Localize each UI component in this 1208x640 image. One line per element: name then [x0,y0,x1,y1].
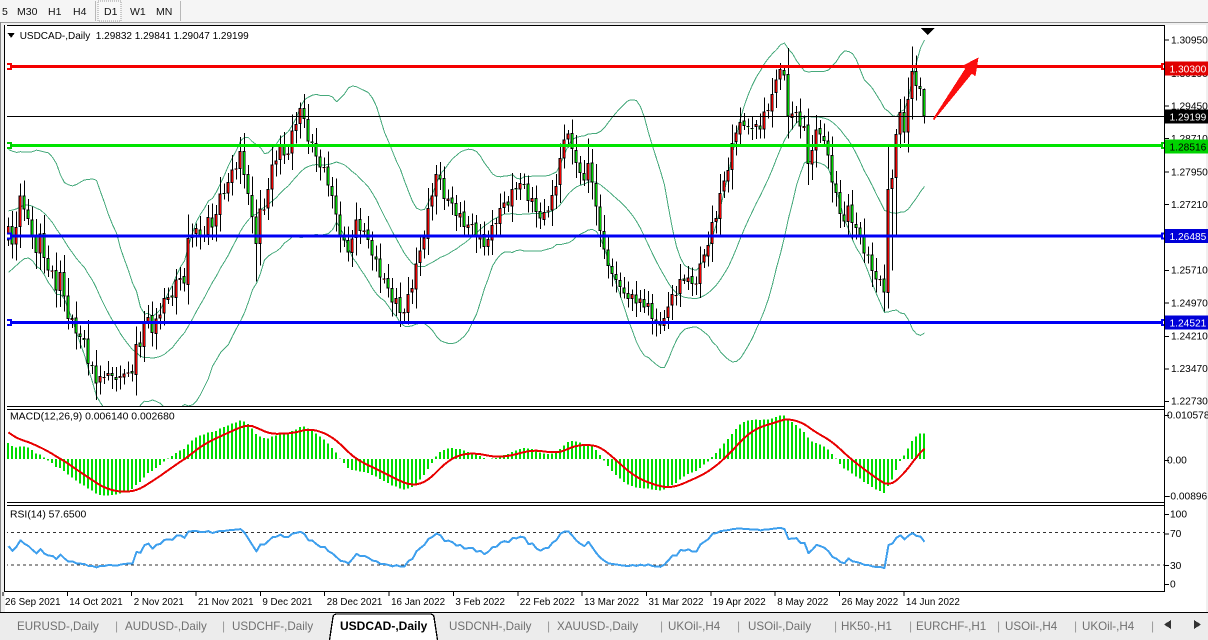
svg-text:14 Oct 2021: 14 Oct 2021 [69,597,122,608]
svg-text:UKOil-,H4: UKOil-,H4 [1082,620,1135,633]
svg-text:1.29450: 1.29450 [1171,101,1208,112]
svg-text:D1: D1 [104,6,118,18]
svg-text:|: | [1074,619,1077,633]
svg-text:USOil-,H4: USOil-,H4 [1005,620,1058,633]
svg-text:MACD(12,26,9) 0.006140 0.00268: MACD(12,26,9) 0.006140 0.002680 [10,412,175,423]
svg-text:|: | [115,619,118,633]
svg-text:26 May 2022: 26 May 2022 [842,597,899,608]
svg-text:31 Mar 2022: 31 Mar 2022 [649,597,704,608]
svg-text:14 Jun 2022: 14 Jun 2022 [906,597,960,608]
svg-text:8 May 2022: 8 May 2022 [777,597,828,608]
svg-text:1.24210: 1.24210 [1171,332,1208,343]
svg-text:26 Sep 2021: 26 Sep 2021 [5,597,61,608]
svg-text:28 Dec 2021: 28 Dec 2021 [327,597,383,608]
svg-text:100: 100 [1170,510,1187,521]
svg-text:19 Apr 2022: 19 Apr 2022 [713,597,766,608]
svg-text:3 Feb 2022: 3 Feb 2022 [455,597,505,608]
svg-text:21 Nov 2021: 21 Nov 2021 [198,597,254,608]
svg-text:13 Mar 2022: 13 Mar 2022 [584,597,639,608]
svg-text:|: | [737,619,740,633]
svg-text:0: 0 [1170,580,1176,591]
svg-text:1.26485: 1.26485 [1170,232,1207,243]
svg-text:1.28516: 1.28516 [1170,143,1207,154]
svg-text:USDCAD-,Daily: USDCAD-,Daily [340,619,428,633]
svg-text:1.30950: 1.30950 [1171,35,1208,46]
svg-text:HK50-,H1: HK50-,H1 [841,620,892,633]
svg-text:1.27950: 1.27950 [1171,167,1208,178]
svg-text:1.24970: 1.24970 [1171,298,1208,309]
svg-text:EURUSD-,Daily: EURUSD-,Daily [17,620,99,633]
svg-text:USDCNH-,Daily: USDCNH-,Daily [449,620,532,633]
svg-text:1.23470: 1.23470 [1171,364,1208,375]
svg-text:RSI(14) 57.6500: RSI(14) 57.6500 [10,510,86,521]
svg-text:1.29199: 1.29199 [1170,113,1207,124]
svg-text:1.25710: 1.25710 [1171,266,1208,277]
svg-text:M30: M30 [17,6,38,18]
svg-text:-0.00896: -0.00896 [1167,492,1208,503]
svg-text:|: | [660,619,663,633]
svg-text:EURCHF-,H1: EURCHF-,H1 [916,620,986,633]
svg-text:1.30300: 1.30300 [1170,64,1207,75]
svg-text:USDCHF-,Daily: USDCHF-,Daily [232,620,313,633]
svg-text:22 Feb 2022: 22 Feb 2022 [520,597,575,608]
svg-text:XAUUSD-,Daily: XAUUSD-,Daily [557,620,638,633]
svg-text:|: | [909,619,912,633]
svg-text:|: | [834,619,837,633]
svg-text:2 Nov 2021: 2 Nov 2021 [134,597,184,608]
svg-text:|: | [222,619,225,633]
svg-text:30: 30 [1170,561,1182,572]
svg-text:|: | [547,619,550,633]
svg-text:70: 70 [1170,529,1182,540]
svg-text:USOil-,Daily: USOil-,Daily [748,620,811,633]
svg-text:1.27210: 1.27210 [1171,200,1208,211]
svg-text:16 Jan 2022: 16 Jan 2022 [391,597,445,608]
svg-text:1.24521: 1.24521 [1170,318,1207,329]
svg-text:|: | [997,619,1000,633]
svg-text:H1: H1 [48,6,62,18]
svg-text:|: | [1151,619,1154,633]
svg-text:H4: H4 [73,6,87,18]
svg-text:MN: MN [156,6,172,18]
svg-text:UKOil-,H4: UKOil-,H4 [668,620,721,633]
svg-text:5: 5 [2,6,8,18]
svg-text:USDCAD-,Daily 1.29832 1.29841: USDCAD-,Daily 1.29832 1.29841 1.29047 1.… [20,31,249,42]
svg-text:W1: W1 [130,6,146,18]
svg-text:9 Dec 2021: 9 Dec 2021 [262,597,312,608]
svg-text:1.28710: 1.28710 [1171,134,1208,145]
svg-text:0.010578: 0.010578 [1167,411,1208,422]
svg-text:1.22730: 1.22730 [1171,397,1208,408]
svg-text:AUDUSD-,Daily: AUDUSD-,Daily [125,620,207,633]
svg-text:0.00: 0.00 [1167,456,1187,467]
